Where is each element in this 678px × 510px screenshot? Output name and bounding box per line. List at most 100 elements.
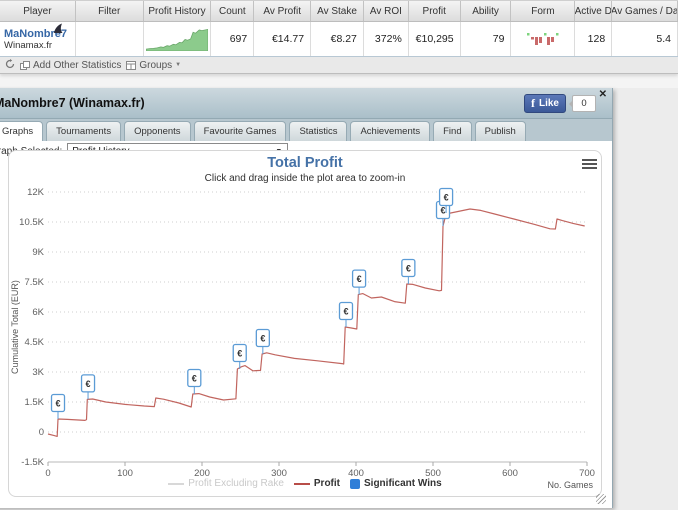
- tab-graphs[interactable]: Graphs: [0, 121, 44, 141]
- euro-icon: €: [192, 374, 197, 384]
- column-header-active-d[interactable]: Active D: [575, 1, 613, 21]
- ability-cell: 79: [461, 22, 512, 56]
- significant-win-marker[interactable]: €: [50, 393, 66, 420]
- player-panel: MaNombre7 (Winamax.fr) ✕ f Like 0 Graphs…: [0, 88, 613, 508]
- legend-label: Profit: [313, 478, 340, 489]
- column-header-form[interactable]: Form: [511, 1, 576, 21]
- x-tick-label: 600: [502, 468, 518, 479]
- tab-tournaments[interactable]: Tournaments: [46, 121, 122, 141]
- legend-label: Significant Wins: [364, 478, 442, 489]
- euro-icon: €: [444, 193, 449, 203]
- tab-opponents[interactable]: Opponents: [124, 121, 191, 141]
- euro-icon: €: [56, 399, 61, 409]
- groups-button[interactable]: Groups ▼: [126, 60, 181, 71]
- player-site: Winamax.fr: [4, 39, 53, 51]
- tab-find[interactable]: Find: [433, 121, 472, 141]
- x-tick-label: 700: [579, 468, 595, 479]
- legend-label: Profit Excluding Rake: [188, 478, 284, 489]
- add-other-statistics-button[interactable]: Add Other Statistics: [20, 60, 121, 71]
- table-header-row: Player Filter Profit History Count Av Profit…: [0, 0, 678, 22]
- av-roi-cell: 372%: [364, 22, 409, 56]
- significant-win-marker[interactable]: €: [338, 301, 354, 328]
- profit-history-sparkline: [145, 28, 208, 51]
- column-header-profit-history[interactable]: Profit History: [144, 1, 212, 21]
- player-cell: MaNombre7 Winamax.fr: [0, 22, 76, 56]
- legend-item-profit-excluding-rake[interactable]: Profit Excluding Rake: [168, 478, 284, 489]
- significant-win-marker[interactable]: €: [255, 328, 270, 355]
- euro-icon: €: [86, 379, 91, 389]
- form-sparkline-icon: [526, 32, 559, 45]
- table-toolbar: Add Other Statistics Groups ▼: [0, 57, 678, 74]
- x-tick-label: 0: [45, 468, 50, 479]
- significant-win-marker[interactable]: €: [438, 187, 454, 214]
- total-profit-chart: Total Profit Click and drag inside the p…: [8, 150, 602, 497]
- stats-table: Player Filter Profit History Count Av Profit…: [0, 0, 678, 74]
- av-stake-cell: €8.27: [311, 22, 364, 56]
- profit-line[interactable]: [47, 208, 585, 437]
- tab-achievements[interactable]: Achievements: [350, 121, 431, 141]
- chart-legend: Profit Excluding Rake Profit Significant…: [9, 478, 601, 489]
- like-label: Like: [538, 98, 559, 109]
- euro-icon: €: [343, 307, 348, 317]
- form-cell: [511, 22, 576, 56]
- column-header-player[interactable]: Player: [0, 1, 76, 21]
- euro-icon: €: [406, 264, 411, 274]
- column-header-av-roi[interactable]: Av ROI: [364, 1, 409, 21]
- groups-label: Groups: [139, 59, 173, 71]
- column-header-av-profit[interactable]: Av Profit: [254, 1, 312, 21]
- y-tick-label: 1.5K: [24, 397, 44, 408]
- chart-title: Total Profit: [267, 155, 343, 171]
- refresh-icon[interactable]: [5, 58, 15, 72]
- av-profit-cell: €14.77: [254, 22, 312, 56]
- chart-menu-icon[interactable]: [582, 159, 597, 171]
- significant-win-marker[interactable]: €: [401, 258, 416, 285]
- significant-win-marker[interactable]: €: [232, 343, 247, 370]
- y-tick-label: 3K: [32, 367, 44, 378]
- x-tick-label: 100: [117, 468, 133, 479]
- player-name-link[interactable]: MaNombre7: [4, 27, 67, 40]
- page-gap: [0, 72, 678, 88]
- player-row: MaNombre7 Winamax.fr 697 €14.77 €8.27 37…: [0, 22, 678, 57]
- groups-icon: [126, 60, 137, 70]
- profit-cell: €10,295: [409, 22, 461, 56]
- y-tick-label: 6K: [32, 307, 44, 318]
- legend-item-significant-wins[interactable]: Significant Wins: [350, 478, 442, 489]
- tab-favourite-games[interactable]: Favourite Games: [193, 121, 287, 141]
- y-tick-label: 12K: [27, 187, 45, 198]
- column-header-av-stake[interactable]: Av Stake: [311, 1, 364, 21]
- profit-history-sparkline-cell[interactable]: [144, 22, 212, 56]
- facebook-like-widget: f Like 0: [523, 94, 596, 113]
- like-count: 0: [569, 95, 596, 112]
- legend-line-swatch: [293, 482, 310, 485]
- column-header-ability[interactable]: Ability: [461, 1, 512, 21]
- resize-handle[interactable]: [596, 494, 606, 504]
- x-axis-title: No. Games: [547, 480, 593, 490]
- y-tick-label: 4.5K: [24, 337, 44, 348]
- tab-statistics[interactable]: Statistics: [289, 121, 348, 141]
- panel-title: MaNombre7 (Winamax.fr): [0, 96, 145, 110]
- filter-cell: [76, 22, 144, 56]
- euro-icon: €: [237, 349, 242, 359]
- y-tick-label: 0: [39, 427, 44, 438]
- facebook-like-button[interactable]: f Like: [523, 94, 566, 113]
- significant-win-marker[interactable]: €: [187, 368, 202, 395]
- column-header-profit[interactable]: Profit: [409, 1, 461, 21]
- count-cell: 697: [211, 22, 255, 56]
- y-tick-label: -1.5K: [21, 457, 44, 468]
- active-days-cell: 128: [575, 22, 613, 56]
- av-games-day-cell: 5.4: [612, 22, 678, 56]
- significant-win-marker[interactable]: €: [351, 269, 367, 295]
- significant-win-marker[interactable]: €: [80, 374, 96, 400]
- close-icon[interactable]: ✕: [598, 89, 607, 100]
- add-other-statistics-label: Add Other Statistics: [33, 59, 122, 71]
- euro-icon: €: [357, 274, 362, 284]
- column-header-filter[interactable]: Filter: [76, 1, 144, 21]
- chart-plot-area[interactable]: 0 100 200 300 400 500 600 700-1.5K01.5K3K4.5K6K…: [9, 151, 601, 496]
- y-axis-title: Cumulative Total (EUR): [10, 280, 20, 374]
- euro-icon: €: [260, 334, 265, 344]
- y-tick-label: 10.5K: [19, 217, 44, 228]
- tab-publish[interactable]: Publish: [474, 121, 526, 141]
- column-header-av-games-da[interactable]: Av Games / Da: [612, 1, 678, 21]
- legend-item-profit[interactable]: Profit: [293, 478, 340, 489]
- column-header-count[interactable]: Count: [211, 1, 255, 21]
